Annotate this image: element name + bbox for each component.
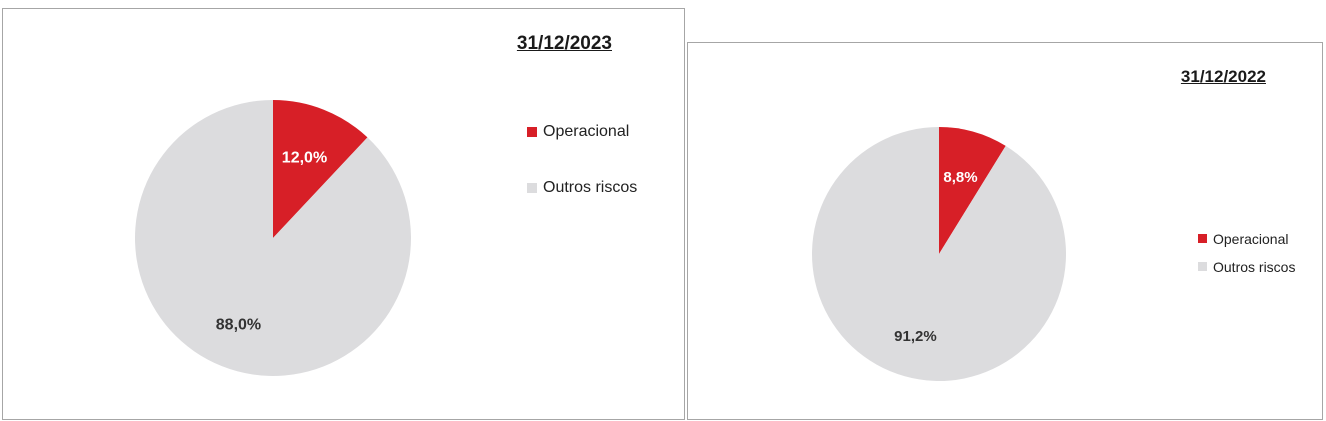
data-label-operacional: 12,0% [282, 150, 327, 167]
data-label-operacional: 8,8% [943, 169, 977, 186]
data-label-outros-riscos: 91,2% [894, 328, 937, 345]
pie-slice-outros-riscos [135, 100, 411, 376]
legend-label-outros-riscos: Outros riscos [1213, 259, 1296, 275]
legend-label-outros-riscos: Outros riscos [543, 179, 638, 196]
pie-chart-2023: 12,0% 88,0% [135, 100, 411, 376]
legend-swatch-operacional [527, 127, 537, 137]
chart-panel-2023: 12,0% 88,0% 31/12/2023 Operacional Outros… [2, 8, 685, 420]
legend-label-operacional: Operacional [1213, 231, 1289, 247]
data-label-outros-riscos: 88,0% [216, 316, 261, 333]
chart-title-2022: 31/12/2022 [1180, 67, 1266, 86]
pie-slice-operacional [939, 127, 1006, 254]
chart-title-2023: 31/12/2023 [516, 33, 612, 54]
pie-slice-operacional [273, 100, 368, 238]
chart-panel-2022: 8,8% 91,2% 31/12/2022 Operacional Outros … [687, 42, 1323, 420]
legend-swatch-outros-riscos [527, 183, 537, 193]
legend-swatch-outros-riscos [1198, 262, 1207, 271]
pie-slice-outros-riscos [812, 127, 1066, 381]
pie-chart-2022: 8,8% 91,2% [812, 127, 1066, 381]
legend-label-operacional: Operacional [543, 123, 630, 140]
legend-swatch-operacional [1198, 234, 1207, 243]
